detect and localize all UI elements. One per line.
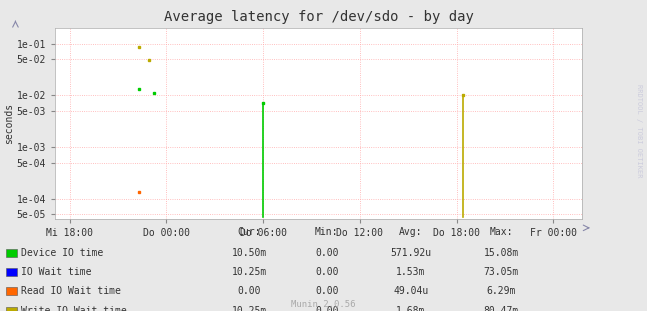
Y-axis label: seconds: seconds bbox=[4, 103, 14, 144]
Text: 6.29m: 6.29m bbox=[487, 286, 516, 296]
Text: Munin 2.0.56: Munin 2.0.56 bbox=[291, 300, 356, 309]
Text: 0.00: 0.00 bbox=[315, 267, 338, 277]
Text: Max:: Max: bbox=[490, 227, 513, 237]
Text: Cur:: Cur: bbox=[237, 227, 261, 237]
Text: 571.92u: 571.92u bbox=[390, 248, 432, 258]
Text: 1.53m: 1.53m bbox=[396, 267, 426, 277]
Text: Min:: Min: bbox=[315, 227, 338, 237]
Text: Device IO time: Device IO time bbox=[21, 248, 103, 258]
Text: Write IO Wait time: Write IO Wait time bbox=[21, 306, 126, 311]
Text: 73.05m: 73.05m bbox=[484, 267, 519, 277]
Text: 10.50m: 10.50m bbox=[232, 248, 267, 258]
Text: 10.25m: 10.25m bbox=[232, 267, 267, 277]
Text: 1.68m: 1.68m bbox=[396, 306, 426, 311]
Text: IO Wait time: IO Wait time bbox=[21, 267, 91, 277]
Text: 0.00: 0.00 bbox=[315, 306, 338, 311]
Text: 80.47m: 80.47m bbox=[484, 306, 519, 311]
Text: 0.00: 0.00 bbox=[315, 248, 338, 258]
Title: Average latency for /dev/sdo - by day: Average latency for /dev/sdo - by day bbox=[164, 10, 474, 24]
Text: Read IO Wait time: Read IO Wait time bbox=[21, 286, 120, 296]
Text: RRDTOOL / TOBI OETIKER: RRDTOOL / TOBI OETIKER bbox=[637, 84, 642, 177]
Text: 0.00: 0.00 bbox=[315, 286, 338, 296]
Text: 15.08m: 15.08m bbox=[484, 248, 519, 258]
Text: 49.04u: 49.04u bbox=[393, 286, 428, 296]
Text: 10.25m: 10.25m bbox=[232, 306, 267, 311]
Text: Avg:: Avg: bbox=[399, 227, 422, 237]
Text: 0.00: 0.00 bbox=[237, 286, 261, 296]
